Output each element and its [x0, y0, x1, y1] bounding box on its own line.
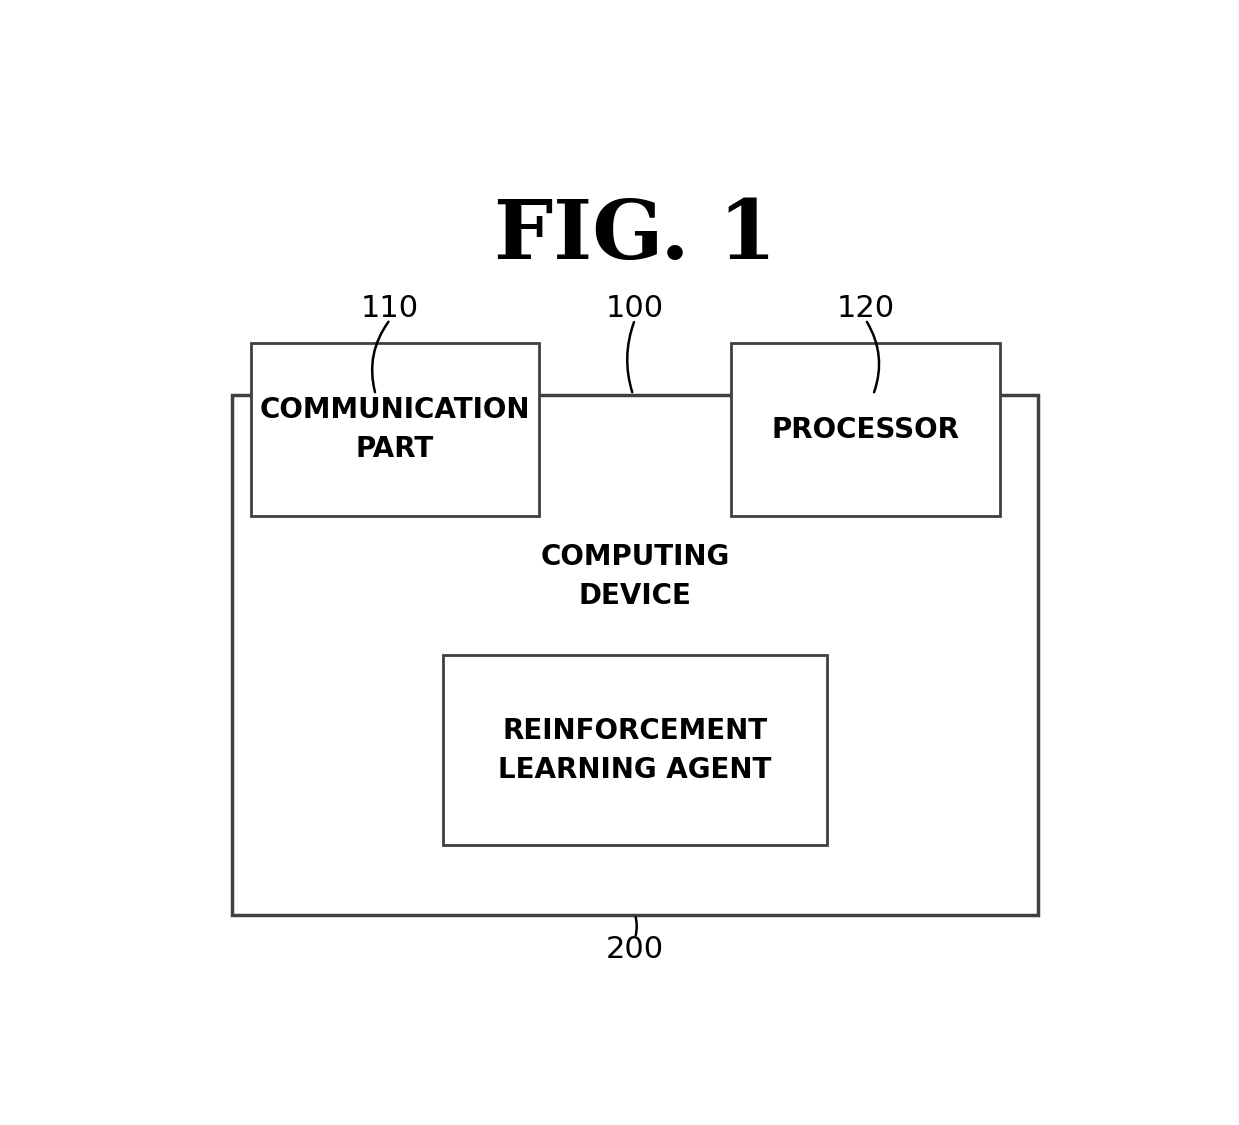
Text: 120: 120: [836, 294, 895, 323]
Bar: [232, 395, 1038, 915]
Text: 100: 100: [606, 294, 664, 323]
Text: PROCESSOR: PROCESSOR: [772, 415, 959, 443]
Bar: [250, 343, 539, 516]
Text: REINFORCEMENT
LEARNING AGENT: REINFORCEMENT LEARNING AGENT: [498, 717, 772, 783]
Bar: [731, 343, 1000, 516]
Text: FIG. 1: FIG. 1: [494, 196, 776, 276]
Text: 110: 110: [361, 294, 419, 323]
Bar: [444, 655, 828, 845]
Text: COMPUTING
DEVICE: COMPUTING DEVICE: [540, 543, 730, 610]
Text: COMMUNICATION
PART: COMMUNICATION PART: [260, 396, 530, 464]
Text: 200: 200: [606, 935, 664, 964]
